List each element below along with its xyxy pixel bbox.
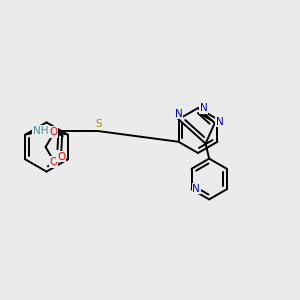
Text: N: N <box>200 103 207 113</box>
Text: NH: NH <box>33 126 49 136</box>
Text: O: O <box>49 157 58 167</box>
Text: O: O <box>49 127 58 137</box>
Text: O: O <box>57 152 65 162</box>
Text: N: N <box>175 109 182 119</box>
Text: N: N <box>192 184 200 194</box>
Text: N: N <box>216 117 224 127</box>
Text: S: S <box>95 119 102 130</box>
